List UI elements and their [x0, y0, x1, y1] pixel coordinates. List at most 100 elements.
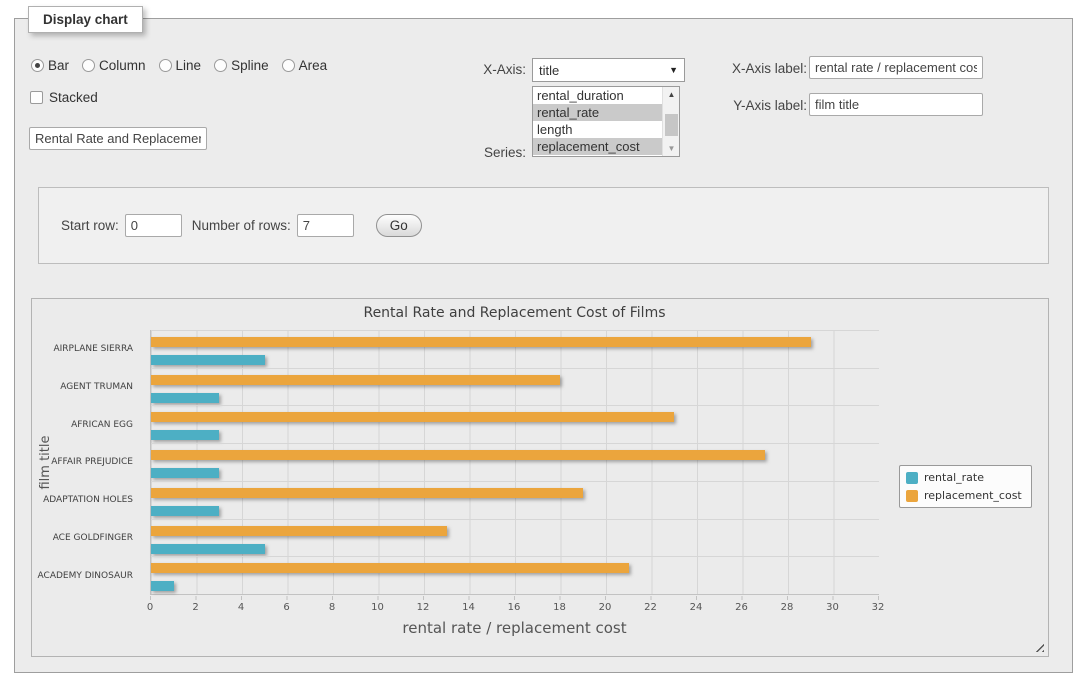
radio-label: Spline — [231, 58, 269, 73]
y-axis-label-input[interactable] — [809, 93, 983, 116]
fieldset-legend: Display chart — [28, 6, 143, 33]
tick-label: 14 — [462, 602, 475, 613]
resize-handle-icon[interactable] — [1032, 640, 1044, 652]
chart-legend: rental_rate replacement_cost — [899, 465, 1032, 508]
x-axis-selected-value: title — [539, 62, 560, 78]
series-option-rental_rate[interactable]: rental_rate — [533, 104, 662, 121]
scroll-up-icon[interactable]: ▲ — [667, 90, 676, 99]
series-option-rental_duration[interactable]: rental_duration — [537, 88, 624, 103]
x-axis-select[interactable]: title ▼ — [532, 58, 685, 82]
scroll-down-icon[interactable]: ▼ — [667, 144, 676, 153]
series-listbox[interactable]: rental_duration rental_rate length replacem… — [532, 86, 680, 157]
chart-title-input[interactable] — [29, 127, 207, 150]
radio-icon[interactable] — [214, 59, 228, 72]
start-row-label: Start row: — [61, 218, 119, 233]
radio-icon[interactable] — [31, 59, 44, 72]
chart-type-radio-bar[interactable]: Bar — [31, 58, 69, 73]
legend-swatch-icon — [906, 471, 918, 484]
chart-type-radio-group: Bar Column Line Spline Area — [31, 58, 336, 73]
tick-label: 18 — [553, 602, 566, 613]
tick-label: 20 — [598, 602, 612, 613]
chevron-down-icon: ▼ — [669, 65, 678, 75]
rental_rate-bar — [151, 392, 220, 403]
tick-label: 30 — [826, 602, 839, 613]
rental_rate-bar — [151, 581, 174, 592]
legend-label: replacement_cost — [924, 489, 1022, 502]
tick-label: 12 — [416, 602, 430, 613]
category-label: ACE GOLDFINGER — [52, 533, 133, 544]
tick-label: 2 — [192, 602, 199, 613]
radio-label: Column — [99, 58, 146, 73]
display-chart-fieldset: Display chart Bar Column Line Spline Area St… — [14, 6, 1073, 673]
series-option-length[interactable]: length — [537, 122, 573, 137]
tick-label: 10 — [371, 602, 384, 613]
tick-label: 4 — [237, 602, 245, 613]
x-axis-label-label: X-Axis label: — [731, 61, 807, 76]
plot-area — [150, 330, 879, 595]
category-label: AIRPLANE SIERRA — [53, 343, 133, 354]
num-rows-input[interactable] — [296, 214, 354, 237]
tick-label: 6 — [283, 602, 290, 613]
radio-icon[interactable] — [281, 59, 295, 72]
rental_rate-bar — [151, 468, 220, 479]
category-band — [151, 330, 879, 368]
chart-title: Rental Rate and Replacement Cost of Film… — [363, 305, 666, 321]
series-option-replacement_cost[interactable]: replacement_cost — [533, 138, 662, 155]
x-axis-label-input[interactable] — [809, 56, 983, 79]
radio-label: Area — [298, 58, 328, 73]
tick-label: 26 — [735, 602, 748, 613]
category-label: AFFAIR PREJUDICE — [51, 457, 133, 468]
legend-swatch-icon — [906, 489, 918, 502]
tick-label: 24 — [689, 602, 703, 613]
start-row-input[interactable] — [124, 214, 182, 237]
listbox-scrollbar[interactable]: ▲ ▼ — [662, 87, 679, 156]
go-button[interactable]: Go — [375, 214, 422, 237]
category-label: AGENT TRUMAN — [60, 381, 133, 392]
stacked-checkbox-row[interactable]: Stacked — [30, 90, 98, 105]
x-axis-select-label: X-Axis: — [483, 62, 526, 77]
category-label: ACADEMY DINOSAUR — [37, 571, 133, 582]
category-band — [151, 443, 879, 481]
stacked-checkbox[interactable] — [30, 91, 43, 104]
chart-container: Rental Rate and Replacement Cost of Film… — [31, 298, 1049, 657]
legend-label: rental_rate — [924, 471, 984, 484]
radio-icon[interactable] — [82, 59, 96, 72]
replacement_cost-bar — [151, 525, 447, 536]
tick-label: 16 — [507, 602, 521, 613]
tick-label: 22 — [644, 602, 657, 613]
tick-label: 28 — [780, 602, 794, 613]
category-band — [151, 405, 879, 443]
x-axis-ticks — [150, 596, 879, 600]
replacement_cost-bar — [151, 337, 811, 347]
row-range-panel: Start row: Number of rows: Go — [38, 187, 1049, 264]
radio-label: Line — [175, 58, 202, 73]
tick-label: 32 — [871, 602, 885, 613]
rental_rate-bar — [151, 505, 220, 516]
replacement_cost-bar — [151, 412, 675, 423]
chart-type-radio-area[interactable]: Area — [281, 58, 328, 73]
replacement_cost-bar — [151, 374, 561, 385]
rental_rate-bar — [151, 543, 265, 554]
radio-icon[interactable] — [158, 59, 172, 72]
legend-item-replacement_cost[interactable]: replacement_cost — [906, 489, 1022, 502]
x-axis-title: rental rate / replacement cost — [402, 619, 627, 637]
num-rows-label: Number of rows: — [191, 218, 291, 233]
category-band — [151, 518, 879, 557]
tick-label: 8 — [328, 602, 336, 613]
chart-type-radio-spline[interactable]: Spline — [214, 58, 269, 73]
category-band — [151, 556, 879, 594]
y-axis-label-label: Y-Axis label: — [733, 98, 807, 113]
chart-type-radio-line[interactable]: Line — [158, 58, 202, 73]
legend-item-rental_rate[interactable]: rental_rate — [906, 471, 1022, 484]
chart-type-radio-column[interactable]: Column — [82, 58, 146, 73]
scrollbar-thumb[interactable] — [665, 114, 678, 136]
rental_rate-bar — [151, 430, 220, 441]
category-band — [151, 367, 879, 406]
category-label: ADAPTATION HOLES — [43, 495, 133, 506]
category-label: AFRICAN EGG — [71, 419, 133, 430]
rental_rate-bar — [151, 355, 265, 365]
replacement_cost-bar — [151, 487, 584, 498]
replacement_cost-bar — [151, 450, 766, 461]
category-band — [151, 480, 879, 519]
stacked-label: Stacked — [49, 90, 98, 105]
